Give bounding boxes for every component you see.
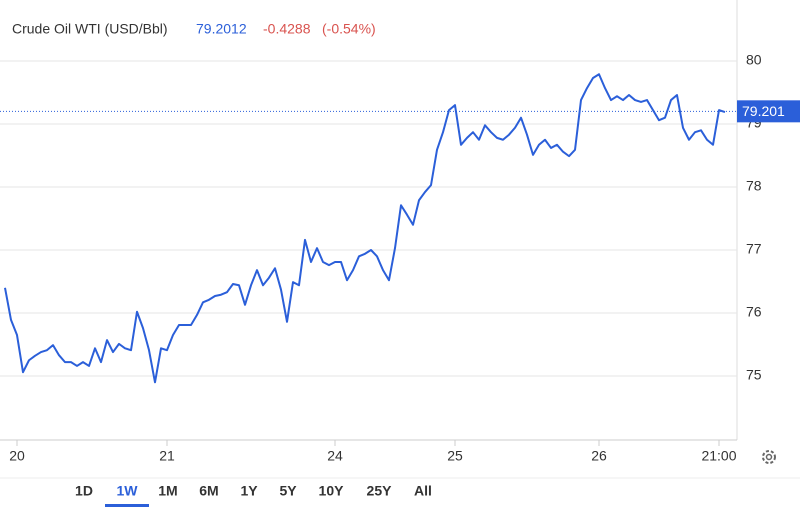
y-tick-label: 75 [746, 367, 762, 383]
change: -0.4288 [263, 21, 311, 37]
range-button[interactable]: 10Y [319, 483, 345, 499]
x-tick-label: 26 [591, 448, 607, 464]
x-tick-label: 25 [447, 448, 463, 464]
change-percent: (-0.54%) [322, 21, 376, 37]
range-button[interactable]: 5Y [279, 483, 297, 499]
instrument-name: Crude Oil WTI (USD/Bbl) [12, 21, 168, 37]
y-tick-label: 76 [746, 304, 762, 320]
range-button[interactable]: 6M [199, 483, 218, 499]
range-button[interactable]: 1M [158, 483, 177, 499]
x-tick-label: 21:00 [701, 448, 736, 464]
y-tick-label: 80 [746, 52, 762, 68]
x-tick-label: 24 [327, 448, 343, 464]
range-button[interactable]: 1W [117, 483, 139, 499]
range-selected-underline [105, 504, 149, 507]
last-price-label: 79.201 [742, 103, 785, 119]
y-tick-label: 78 [746, 178, 762, 194]
range-button[interactable]: All [414, 483, 432, 499]
price-line [4, 73, 726, 384]
range-button[interactable]: 1Y [240, 483, 258, 499]
x-tick-label: 20 [9, 448, 25, 464]
range-button[interactable]: 1D [75, 483, 93, 499]
last-price-tag [737, 100, 800, 123]
x-tick-label: 21 [159, 448, 175, 464]
y-tick-label: 77 [746, 241, 762, 257]
settings-icon[interactable] [762, 450, 776, 464]
range-button[interactable]: 25Y [367, 483, 393, 499]
price: 79.2012 [196, 21, 247, 37]
